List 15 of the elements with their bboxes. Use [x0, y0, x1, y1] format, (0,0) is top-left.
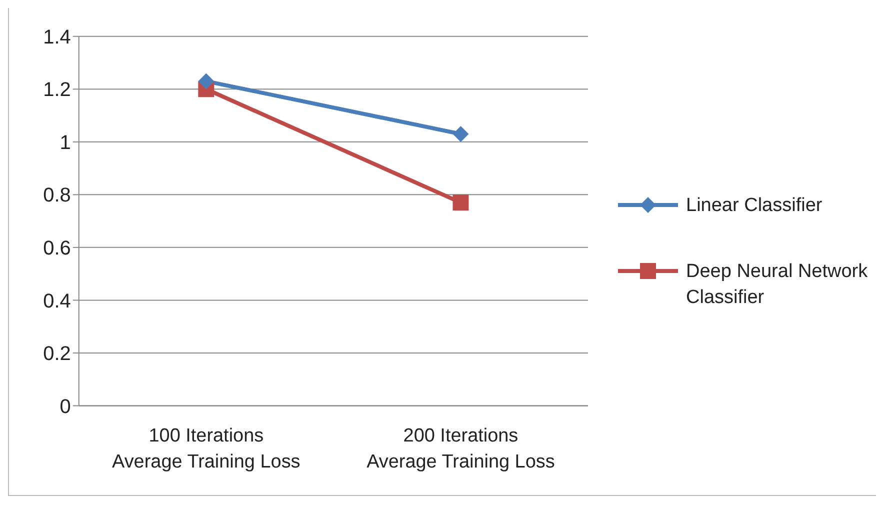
- y-tick-label: 1: [60, 131, 71, 154]
- y-tick-label: 0: [60, 395, 71, 418]
- y-tick-label: 0.6: [43, 237, 71, 260]
- legend-label: Linear Classifier: [686, 194, 824, 218]
- x-tick-label: 200 Iterations Average Training Loss: [366, 425, 555, 472]
- y-tick-label: 0.2: [43, 342, 71, 365]
- y-tick-label: 1.2: [43, 78, 71, 101]
- x-tick-label: 100 Iterations Average Training Loss: [112, 425, 300, 472]
- y-tick-label: 0.8: [43, 184, 71, 206]
- y-tick-label: 1.4: [43, 26, 71, 48]
- legend-label: Deep Neural Network Classifier: [686, 260, 869, 310]
- point: [198, 72, 214, 89]
- y-tick-label: 0.4: [43, 290, 71, 312]
- point: [452, 126, 469, 142]
- point: [452, 194, 469, 210]
